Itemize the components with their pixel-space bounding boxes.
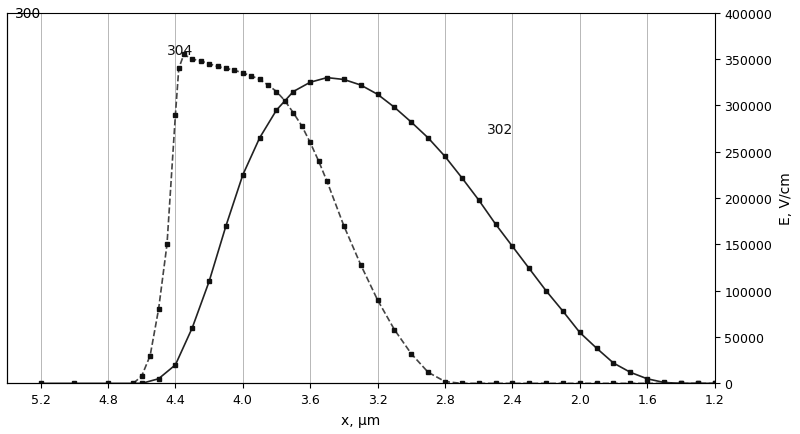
X-axis label: x, μm: x, μm [341, 413, 380, 427]
Y-axis label: E, V/cm: E, V/cm [779, 172, 793, 225]
Text: 304: 304 [167, 44, 194, 58]
Text: 302: 302 [487, 123, 514, 137]
Text: 300: 300 [15, 7, 42, 21]
